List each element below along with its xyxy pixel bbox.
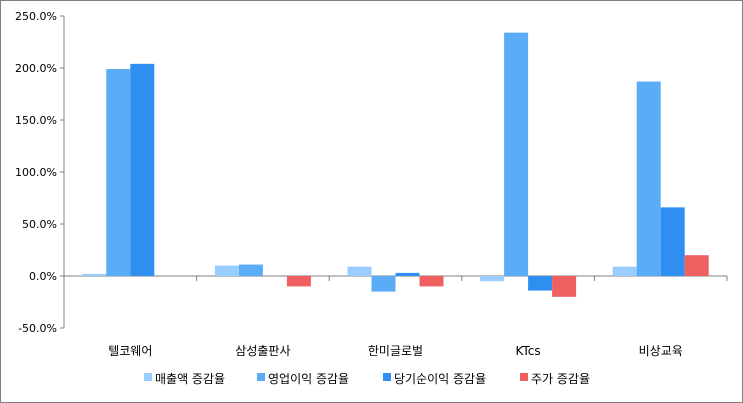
legend-label: 영업이익 증감율 — [268, 372, 349, 386]
legend-swatch — [383, 373, 391, 381]
bar — [286, 276, 311, 287]
bar — [636, 81, 661, 277]
y-tick-label: 250.0% — [15, 10, 57, 23]
bar — [480, 276, 505, 282]
y-tick-label: 200.0% — [15, 62, 57, 75]
x-category-label: 비상교육 — [639, 344, 683, 358]
bar — [82, 273, 107, 276]
legend-label: 당기순이익 증감율 — [394, 372, 486, 386]
x-category-label: 삼성출판사 — [235, 344, 290, 358]
y-tick-label: 100.0% — [15, 166, 57, 179]
x-axis-categories: 텔코웨어 삼성출판사 한미글로벌 KTcs 비상교육 — [108, 344, 683, 358]
legend-swatch — [257, 373, 265, 381]
bar — [684, 255, 709, 276]
x-category-label: KTcs — [516, 344, 541, 358]
y-tick-label: -50.0% — [18, 322, 57, 335]
bar — [106, 69, 131, 276]
bar — [371, 276, 396, 292]
y-tick-label: 150.0% — [15, 114, 57, 127]
y-axis-ticks: 250.0% 200.0% 150.0% 100.0% 50.0% 0.0% -50.0% — [15, 10, 64, 335]
bars — [82, 32, 709, 297]
legend-swatch — [144, 373, 152, 381]
legend: 매출액 증감율 영업이익 증감율 당기순이익 증감율 주가 증감율 — [144, 372, 590, 386]
legend-swatch — [520, 373, 528, 381]
bar — [130, 63, 155, 277]
bar — [347, 266, 372, 276]
bar — [528, 276, 553, 291]
bar — [238, 264, 263, 276]
bar — [395, 272, 420, 276]
legend-label: 주가 증감율 — [531, 372, 590, 386]
bar — [612, 266, 637, 276]
bar — [660, 207, 685, 276]
y-tick-label: 0.0% — [29, 270, 57, 283]
y-tick-label: 50.0% — [22, 218, 57, 231]
x-category-label: 텔코웨어 — [108, 344, 152, 358]
bar — [552, 276, 577, 297]
bar — [504, 32, 529, 276]
bar — [419, 276, 444, 287]
x-category-label: 한미글로벌 — [368, 344, 423, 358]
legend-label: 매출액 증감율 — [155, 372, 225, 386]
bar — [214, 265, 239, 276]
